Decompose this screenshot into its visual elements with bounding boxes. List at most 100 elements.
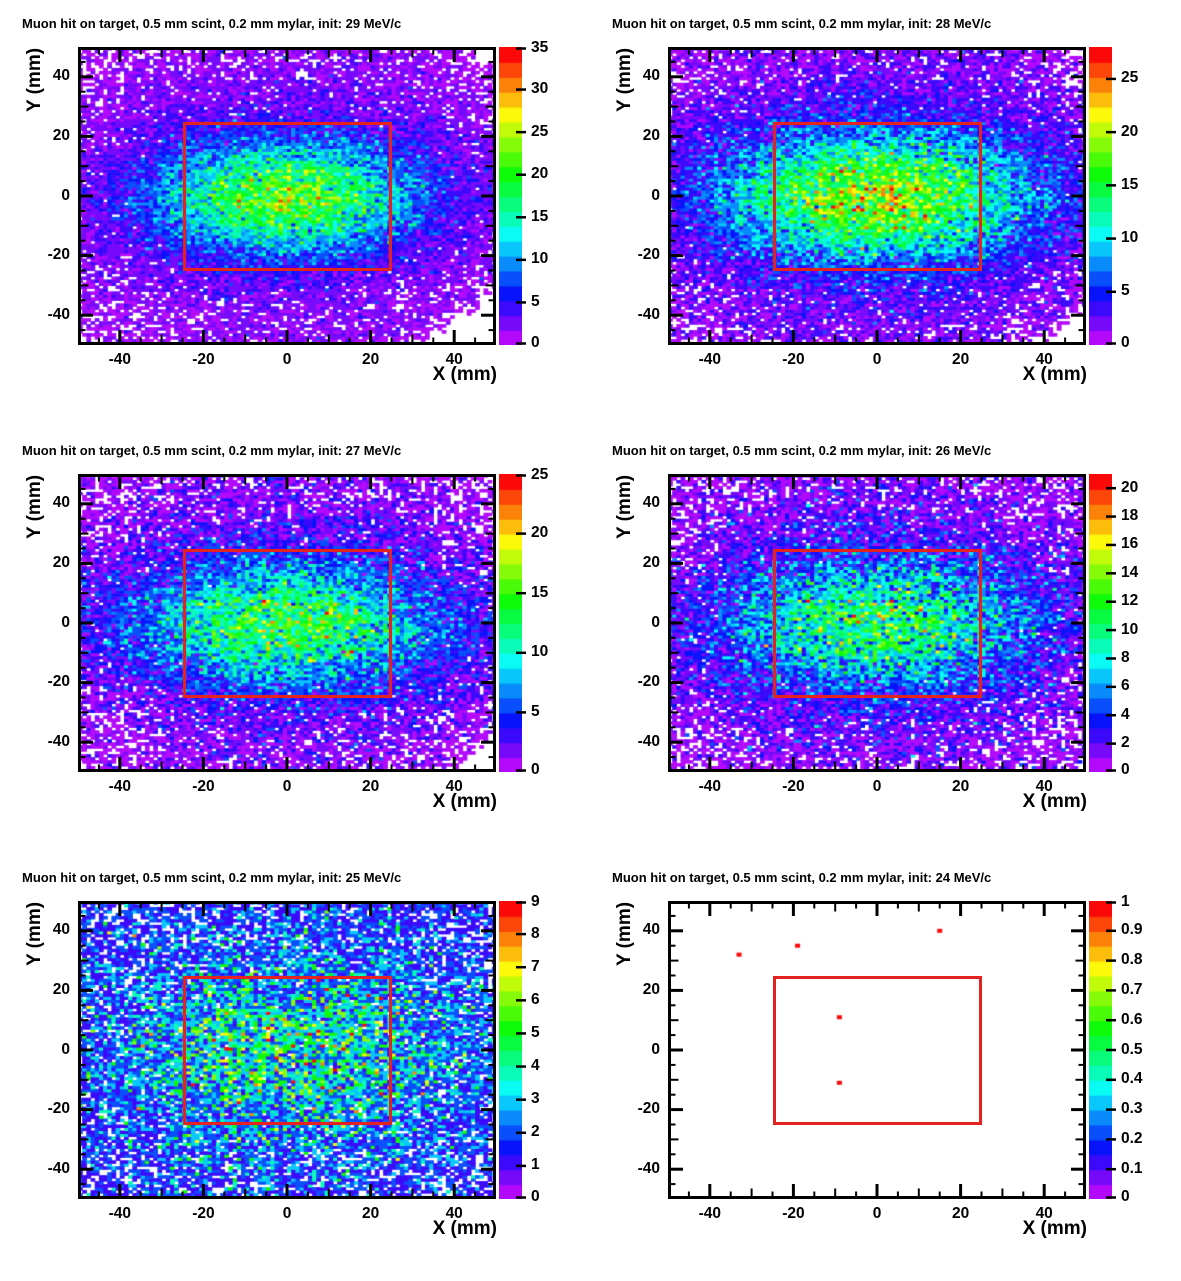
overlay-rectangle — [772, 121, 982, 271]
x-tick-label: 20 — [361, 778, 380, 795]
x-tick-label: 40 — [1035, 351, 1053, 368]
x-tick-label: 40 — [1035, 778, 1053, 795]
x-axis-title: X (mm) — [432, 791, 497, 812]
colorbar-tick-label: 0 — [531, 761, 540, 778]
colorbar-tick-label: 20 — [1121, 122, 1139, 140]
colorbar-tick-label: 10 — [531, 250, 549, 268]
colorbar-tick-label: 5 — [1121, 282, 1130, 300]
colorbar-tick-label: 25 — [1121, 69, 1139, 87]
colorbar-tick-label: 0 — [531, 1188, 540, 1205]
colorbar-tick-label: 0.7 — [1121, 980, 1143, 998]
colorbar-tick-label: 0 — [1121, 1188, 1130, 1205]
colorbar-tick-label: 2 — [531, 1123, 540, 1141]
colorbar-gradient — [1089, 474, 1112, 772]
plot-frame — [78, 901, 496, 1199]
plot-panel: Muon hit on target, 0.5 mm scint, 0.2 mm… — [0, 854, 590, 1281]
x-axis-title: X (mm) — [1022, 791, 1087, 812]
y-tick-label: 40 — [52, 67, 70, 85]
y-tick-label: -20 — [47, 1100, 70, 1118]
x-tick-label: 0 — [282, 1205, 292, 1222]
plot-frame — [668, 47, 1086, 345]
x-tick-label: 0 — [872, 351, 882, 368]
x-tick-label: 0 — [282, 778, 292, 795]
y-tick-label: 0 — [651, 613, 660, 631]
y-tick-label: 40 — [52, 921, 70, 939]
overlay-rectangle — [772, 548, 982, 698]
colorbar-tick-label: 0.4 — [1121, 1070, 1143, 1088]
colorbar-tick-label: 16 — [1121, 535, 1139, 553]
colorbar-tick-label: 5 — [531, 702, 540, 720]
y-tick-label: 40 — [642, 494, 660, 512]
colorbar-tick-label: 0 — [1121, 334, 1130, 351]
plot-title: Muon hit on target, 0.5 mm scint, 0.2 mm… — [22, 870, 402, 885]
x-tick-label: -20 — [782, 778, 805, 795]
y-tick-label: 40 — [642, 921, 660, 939]
y-tick-label: -40 — [637, 305, 660, 323]
colorbar-tick-label: 18 — [1121, 507, 1139, 525]
colorbar-tick-label: 20 — [531, 165, 549, 183]
x-tick-label: -40 — [108, 778, 131, 795]
plot-title: Muon hit on target, 0.5 mm scint, 0.2 mm… — [612, 870, 992, 885]
colorbar-tick-label: 7 — [531, 957, 540, 975]
colorbar-tick-label: 5 — [531, 1023, 540, 1041]
colorbar-tick-label: 9 — [531, 893, 540, 910]
plot-frame — [668, 901, 1086, 1199]
heatmap-canvas — [668, 474, 1086, 772]
plot-title: Muon hit on target, 0.5 mm scint, 0.2 mm… — [612, 16, 992, 31]
y-tick-label: 0 — [651, 1040, 660, 1058]
x-tick-label: 40 — [1035, 1205, 1053, 1222]
colorbar-gradient — [499, 474, 522, 772]
x-axis-title: X (mm) — [432, 1218, 497, 1239]
colorbar-tick-label: 1 — [1121, 893, 1130, 910]
colorbar-gradient — [499, 901, 522, 1199]
colorbar-gradient — [499, 47, 522, 345]
x-tick-label: -40 — [698, 351, 721, 368]
y-tick-label: 20 — [642, 126, 660, 144]
heatmap-canvas — [668, 901, 1086, 1199]
y-tick-label: -20 — [637, 1100, 660, 1118]
colorbar-tick-label: 10 — [1121, 229, 1139, 247]
colorbar-tick-label: 0.2 — [1121, 1129, 1143, 1147]
colorbar-ticks — [516, 47, 526, 345]
plot-panel: Muon hit on target, 0.5 mm scint, 0.2 mm… — [0, 0, 590, 427]
plot-panel: Muon hit on target, 0.5 mm scint, 0.2 mm… — [590, 854, 1181, 1281]
x-tick-label: -40 — [108, 1205, 131, 1222]
colorbar-gradient — [1089, 47, 1112, 345]
x-tick-label: 40 — [445, 1205, 463, 1222]
colorbar-tick-label: 25 — [531, 122, 549, 140]
x-axis-title: X (mm) — [1022, 364, 1087, 385]
colorbar-ticks — [1106, 901, 1116, 1199]
heatmap-canvas — [78, 47, 496, 345]
axis-ticks — [78, 901, 496, 1199]
x-tick-label: 40 — [445, 351, 463, 368]
colorbar-tick-label: 20 — [531, 524, 549, 542]
colorbar-tick-label: 10 — [1121, 620, 1139, 638]
colorbar-tick-label: 0.5 — [1121, 1040, 1143, 1058]
y-tick-label: -40 — [47, 732, 70, 750]
axis-ticks — [78, 47, 496, 345]
colorbar-tick-label: 3 — [531, 1090, 540, 1108]
y-tick-label: 0 — [61, 1040, 70, 1058]
x-tick-label: 20 — [361, 1205, 380, 1222]
colorbar-tick-label: 4 — [1121, 705, 1130, 723]
y-tick-label: 20 — [642, 553, 660, 571]
colorbar-tick-label: 0 — [1121, 761, 1130, 778]
heatmap-canvas — [78, 901, 496, 1199]
colorbar-tick-label: 0.9 — [1121, 921, 1143, 939]
y-tick-label: -40 — [47, 1159, 70, 1177]
colorbar-tick-label: 0.3 — [1121, 1100, 1143, 1118]
colorbar-tick-label: 15 — [531, 583, 549, 601]
plot-frame — [668, 474, 1086, 772]
x-tick-label: 20 — [951, 351, 970, 368]
colorbar-ticks — [1106, 77, 1116, 345]
x-tick-label: -20 — [192, 778, 215, 795]
colorbar-tick-label: 0.6 — [1121, 1010, 1143, 1028]
colorbar-tick-label: 10 — [531, 643, 549, 661]
colorbar-tick-label: 14 — [1121, 563, 1139, 581]
y-tick-label: 20 — [52, 980, 70, 998]
colorbar-ticks — [516, 474, 526, 772]
plot-frame — [78, 474, 496, 772]
x-axis-title: X (mm) — [432, 364, 497, 385]
plot-title: Muon hit on target, 0.5 mm scint, 0.2 mm… — [22, 443, 402, 458]
colorbar-tick-label: 8 — [1121, 648, 1130, 666]
